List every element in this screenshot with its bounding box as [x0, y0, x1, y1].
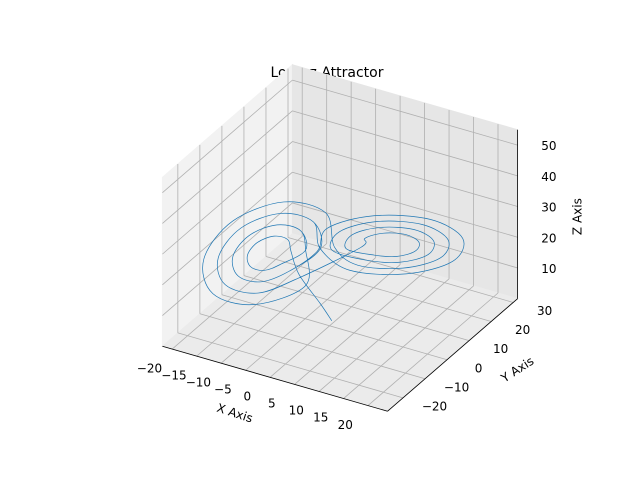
y-tick-label: 30: [537, 304, 552, 318]
x-tick-label: −20: [137, 361, 162, 375]
grid-line: [318, 278, 450, 392]
grid-line: [287, 237, 514, 303]
grid-line: [265, 256, 492, 322]
grid-line: [220, 250, 352, 364]
z-tick-label: 10: [541, 262, 556, 276]
grid-line: [367, 292, 499, 406]
x-tick-label: 0: [244, 390, 252, 404]
x-tick-label: −5: [214, 382, 232, 396]
z-tick-label: 20: [541, 231, 556, 245]
grid-line: [292, 110, 518, 177]
x-tick-label: −15: [161, 368, 186, 382]
y-axis-label: Y Axis: [498, 354, 537, 386]
grid-line: [162, 110, 293, 224]
grid-line: [292, 79, 518, 146]
grid-line: [162, 79, 293, 194]
grid-line: [294, 271, 425, 385]
z-tick-label: 40: [541, 170, 556, 184]
z-axis-label: Z Axis: [570, 198, 584, 235]
axis-line: [162, 345, 388, 412]
z-tick-label: 30: [541, 201, 556, 215]
grid-line: [292, 202, 518, 269]
y-tick-label: 0: [475, 361, 483, 375]
grid-line: [171, 236, 303, 350]
x-tick-label: −10: [186, 375, 211, 389]
x-tick-label: 15: [313, 411, 328, 425]
grid-line: [245, 257, 376, 371]
grid-line: [162, 141, 293, 255]
y-tick-label: 20: [515, 323, 530, 337]
grid-line: [221, 294, 448, 361]
axis-line: [387, 298, 518, 412]
grid-line: [162, 171, 293, 286]
z-tick-label: 50: [541, 139, 556, 153]
y-tick-label: −10: [444, 380, 469, 394]
x-tick-label: 10: [289, 404, 304, 418]
x-axis-label: X Axis: [215, 401, 254, 426]
grid-line: [292, 171, 518, 238]
grid-line: [269, 264, 401, 378]
grid-line: [243, 275, 470, 342]
grid-line: [343, 285, 474, 399]
grid-line: [199, 313, 426, 380]
trajectory: [202, 201, 465, 322]
y-tick-label: 10: [493, 342, 508, 356]
x-tick-label: 5: [268, 397, 276, 411]
y-tick-label: −20: [422, 399, 447, 413]
x-tick-label: 20: [338, 418, 353, 432]
grid-line: [292, 141, 518, 207]
grid-line: [177, 332, 404, 399]
grid-line: [162, 202, 293, 316]
